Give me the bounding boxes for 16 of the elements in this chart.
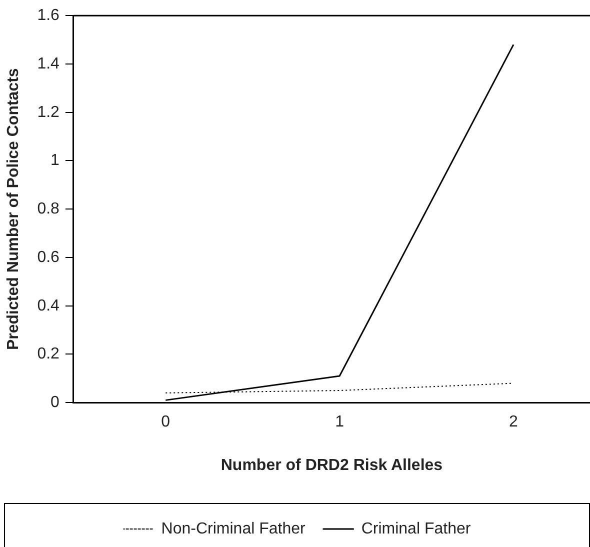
- y-tick-label: 0: [50, 394, 60, 412]
- legend-label: Non-Criminal Father: [161, 520, 306, 538]
- x-tick-label: 1: [335, 414, 344, 431]
- y-axis-title: Predicted Number of Police Contacts: [5, 68, 22, 350]
- x-tick-label: 2: [509, 414, 518, 431]
- y-tick-label: 1: [50, 152, 60, 170]
- y-tick-label: 1.2: [37, 104, 60, 121]
- y-tick-label: 0.4: [37, 297, 60, 314]
- x-axis-title: Number of DRD2 Risk Alleles: [220, 456, 443, 474]
- y-tick-label: 1.4: [37, 55, 60, 72]
- y-tick-label: 0.6: [37, 248, 60, 266]
- x-tick-label: 0: [161, 414, 170, 431]
- y-tick-label: 0.8: [37, 200, 60, 218]
- y-tick-label: 0.2: [37, 346, 60, 363]
- legend-label: Criminal Father: [361, 520, 472, 538]
- y-tick-label: 1.6: [37, 7, 60, 24]
